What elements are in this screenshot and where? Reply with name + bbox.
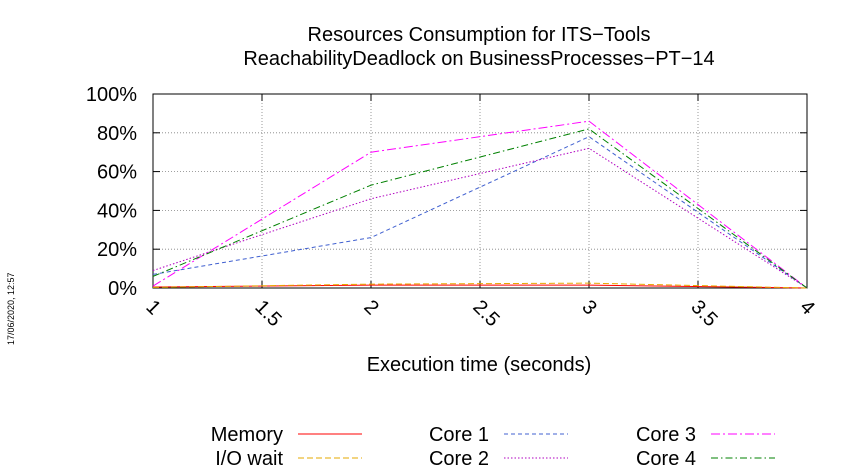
y-tick-label: 60% [97, 162, 137, 184]
y-tick-label: 40% [97, 200, 137, 222]
x-axis-ticks: 1 1.5 2 2.5 3 3.5 4 [141, 94, 819, 331]
legend-label-core-3: Core 3 [636, 424, 696, 446]
series-line-i-o-wait [152, 282, 808, 289]
x-tick-label: 1 [141, 296, 164, 319]
x-axis-label: Execution time (seconds) [367, 354, 592, 376]
legend-label-memory: Memory [211, 424, 283, 446]
y-tick-label: 100% [86, 84, 137, 106]
y-axis-ticks: 0% 20% 40% 60% 80% 100% [86, 84, 807, 300]
timestamp: 17/06/2020, 12:57 [6, 272, 16, 345]
chart-title: Resources Consumption for ITS−Tools [308, 24, 651, 46]
y-tick-label: 80% [97, 123, 137, 145]
series-line-core-3 [152, 120, 808, 289]
series-line-core-4 [152, 128, 808, 289]
y-tick-label: 0% [108, 278, 137, 300]
legend-label-core-2: Core 2 [429, 448, 489, 470]
y-tick-label: 20% [97, 239, 137, 261]
x-tick-label: 1.5 [250, 296, 285, 331]
legend-label-i-o-wait: I/O wait [215, 448, 283, 470]
chart-subtitle: ReachabilityDeadlock on BusinessProcesse… [243, 48, 714, 70]
x-tick-label: 4 [795, 296, 818, 319]
series-lines [152, 120, 808, 289]
x-tick-label: 3.5 [686, 296, 721, 331]
legend-label-core-4: Core 4 [636, 448, 696, 470]
x-tick-label: 2 [359, 296, 382, 319]
x-tick-label: 3 [577, 296, 600, 319]
grid-lines [153, 94, 807, 288]
x-tick-label: 2.5 [468, 296, 503, 331]
legend-label-core-1: Core 1 [429, 424, 489, 446]
